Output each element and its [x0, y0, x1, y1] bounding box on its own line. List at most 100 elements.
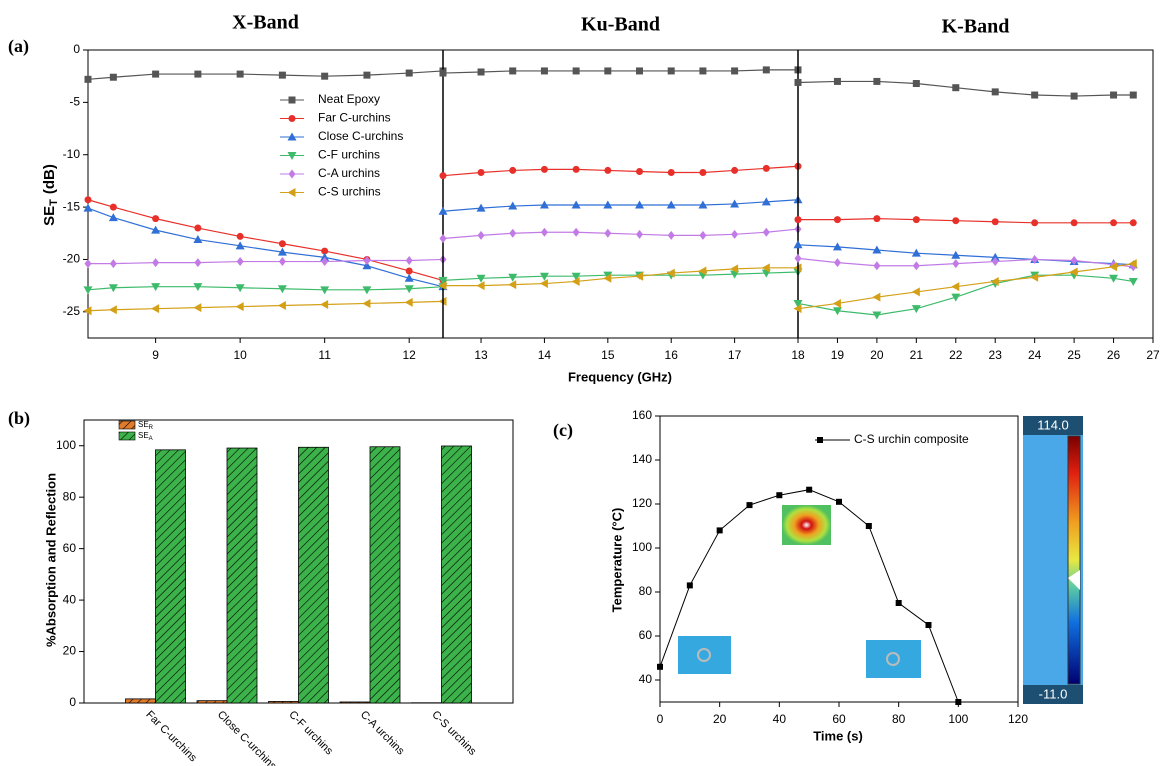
y-tick-label: -15 [63, 199, 81, 213]
y-tick-label: 0 [73, 42, 80, 56]
marker [604, 67, 612, 75]
x-tick-label: 100 [948, 712, 968, 726]
x-tick-label: 12 [403, 348, 417, 362]
y-axis-title: SET(dB) [41, 164, 60, 226]
legend-label: C-S urchins [318, 185, 381, 199]
marker [636, 67, 644, 75]
bar [298, 446, 329, 704]
marker [1129, 219, 1137, 227]
y-tick-label: 140 [632, 452, 652, 466]
marker [278, 240, 286, 248]
marker [540, 227, 548, 237]
panel-label: (c) [553, 420, 573, 441]
marker [439, 172, 447, 180]
marker [439, 69, 447, 77]
bar [155, 449, 186, 704]
x-tick-label: 17 [728, 348, 742, 362]
marker [476, 274, 486, 283]
marker [833, 216, 841, 224]
legend-label: Close C-urchins [318, 129, 403, 143]
marker [193, 303, 202, 313]
marker [320, 252, 330, 261]
y-tick-label: 80 [63, 489, 77, 503]
marker [362, 298, 371, 308]
marker [794, 216, 802, 224]
marker [873, 77, 881, 85]
thermal-inset [866, 640, 921, 678]
legend-label: Far C-urchins [318, 111, 391, 125]
series-line [87, 286, 444, 291]
marker [287, 188, 296, 197]
marker [1129, 91, 1137, 99]
marker [604, 228, 612, 238]
series-line [442, 228, 799, 240]
legend-label: SER [138, 420, 154, 430]
marker [761, 197, 771, 206]
marker [1109, 274, 1119, 283]
marker [235, 302, 244, 312]
x-tick-label: 23 [989, 348, 1003, 362]
marker [794, 78, 802, 86]
marker [603, 200, 613, 209]
marker [108, 213, 118, 222]
marker [833, 77, 841, 85]
marker [746, 502, 753, 509]
marker [84, 196, 92, 204]
marker [817, 437, 823, 443]
marker [911, 248, 921, 257]
marker [793, 304, 802, 314]
marker [152, 258, 160, 268]
marker [540, 67, 548, 75]
series-line [442, 271, 799, 281]
x-axis-title: Time (s) [813, 728, 863, 743]
marker [572, 165, 580, 173]
colorbar-label-box [1023, 685, 1083, 704]
marker [508, 273, 518, 282]
marker [1031, 219, 1039, 227]
marker [277, 247, 287, 256]
series-line [797, 274, 1134, 316]
legend-label-main: SE [138, 420, 149, 429]
marker [1110, 219, 1118, 227]
marker [287, 132, 297, 141]
marker [793, 299, 803, 308]
series-line [87, 70, 444, 80]
marker [476, 203, 486, 212]
marker [604, 166, 612, 174]
marker [1128, 259, 1137, 269]
bar [268, 701, 299, 704]
marker [287, 152, 297, 160]
marker [667, 230, 675, 240]
marker [657, 663, 663, 670]
y-tick-label: 40 [63, 592, 77, 606]
marker [762, 227, 770, 237]
panel-label: (b) [8, 408, 30, 429]
x-tick-label: 80 [892, 712, 906, 726]
marker [806, 486, 813, 493]
marker [911, 287, 920, 297]
marker [405, 69, 413, 77]
marker [698, 200, 708, 209]
marker [699, 67, 707, 75]
x-tick-label: 16 [665, 348, 679, 362]
y-tick-label: -10 [63, 147, 81, 161]
x-tick-label: Far C-urchins [143, 709, 199, 765]
marker [151, 283, 161, 292]
colorbar-max: 114.0 [1037, 417, 1069, 432]
series-line [87, 207, 444, 288]
bar [441, 445, 472, 704]
marker [1070, 92, 1078, 100]
marker [912, 261, 920, 271]
marker [438, 281, 447, 291]
x-tick-label: C-S urchins [429, 709, 478, 758]
y-tick-label: 20 [63, 644, 77, 658]
marker [776, 492, 783, 499]
legend-label-main: SE [138, 431, 149, 440]
marker [236, 232, 244, 240]
series-line [87, 300, 444, 312]
marker [1030, 272, 1039, 282]
marker [1031, 91, 1039, 99]
marker [912, 216, 920, 224]
thermal-inset [782, 505, 831, 545]
marker [699, 169, 707, 177]
